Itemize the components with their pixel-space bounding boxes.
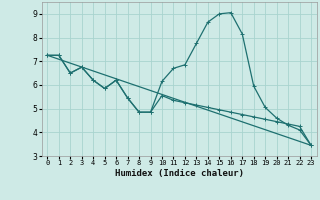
X-axis label: Humidex (Indice chaleur): Humidex (Indice chaleur) xyxy=(115,169,244,178)
